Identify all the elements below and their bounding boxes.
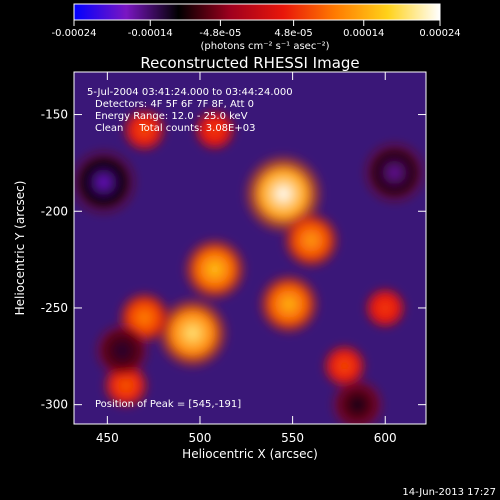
annotation-time: 5-Jul-2004 03:41:24.000 to 03:44:24.000 <box>87 87 293 98</box>
y-tick-label: -300 <box>41 398 68 412</box>
emission-source <box>120 106 168 154</box>
negative-residual <box>329 376 386 424</box>
colorbar: -0.00024 -0.00014 -4.8e-05 4.8e-05 0.00014 0.… <box>52 3 461 52</box>
x-axis-ticks: 450 500 550 600 <box>96 72 397 445</box>
y-tick-label: -250 <box>41 301 68 315</box>
x-tick-label: 500 <box>189 431 212 445</box>
emission-source <box>256 272 321 337</box>
colorbar-tick-label: -4.8e-05 <box>199 28 241 39</box>
x-tick-label: 550 <box>281 431 304 445</box>
x-tick-label: 600 <box>374 431 397 445</box>
annotation-energy: Energy Range: 12.0 - 25.0 keV <box>95 111 248 122</box>
colorbar-tick-label: 0.00024 <box>419 28 460 39</box>
y-tick-label: -200 <box>41 204 68 218</box>
colorbar-tick-label: 4.8e-05 <box>274 28 312 39</box>
colorbar-gradient <box>73 3 441 21</box>
reconstructed-image <box>74 72 426 424</box>
y-axis-ticks: -150 -200 -250 -300 <box>41 108 426 412</box>
colorbar-unit-label: (photons cm⁻² s⁻¹ asec⁻²) <box>200 41 329 52</box>
annotation-peak: Position of Peak = [545,-191] <box>95 399 241 410</box>
colorbar-tick-label: -0.00014 <box>128 28 173 39</box>
chart-title: Reconstructed RHESSI Image <box>140 54 359 72</box>
emission-source <box>362 285 408 331</box>
annotation-detectors: Detectors: 4F 5F 6F 7F 8F, Att 0 <box>95 99 254 110</box>
colorbar-ticks: -0.00024 -0.00014 -4.8e-05 4.8e-05 0.00014 0.… <box>52 20 461 39</box>
x-tick-label: 450 <box>96 431 119 445</box>
emission-sources <box>74 106 426 424</box>
y-tick-label: -150 <box>41 108 68 122</box>
x-axis-label: Heliocentric X (arcsec) <box>182 447 318 461</box>
image-annotations: 5-Jul-2004 03:41:24.000 to 03:44:24.000 … <box>87 87 293 410</box>
emission-source <box>192 107 238 153</box>
emission-source <box>281 210 342 271</box>
negative-residual <box>361 139 426 206</box>
negative-residual <box>74 147 139 218</box>
annotation-clean: Clean Total counts: 3.08E+03 <box>95 123 255 134</box>
footer-timestamp: 14-Jun-2013 17:27 <box>402 487 496 498</box>
negative-residual <box>93 321 151 380</box>
colorbar-tick-label: 0.00014 <box>343 28 384 39</box>
y-axis-label: Heliocentric Y (arcsec) <box>13 181 27 316</box>
emission-source <box>181 236 248 303</box>
emission-source <box>155 295 230 371</box>
plot-frame <box>73 71 427 425</box>
colorbar-tick-label: -0.00024 <box>52 28 97 39</box>
